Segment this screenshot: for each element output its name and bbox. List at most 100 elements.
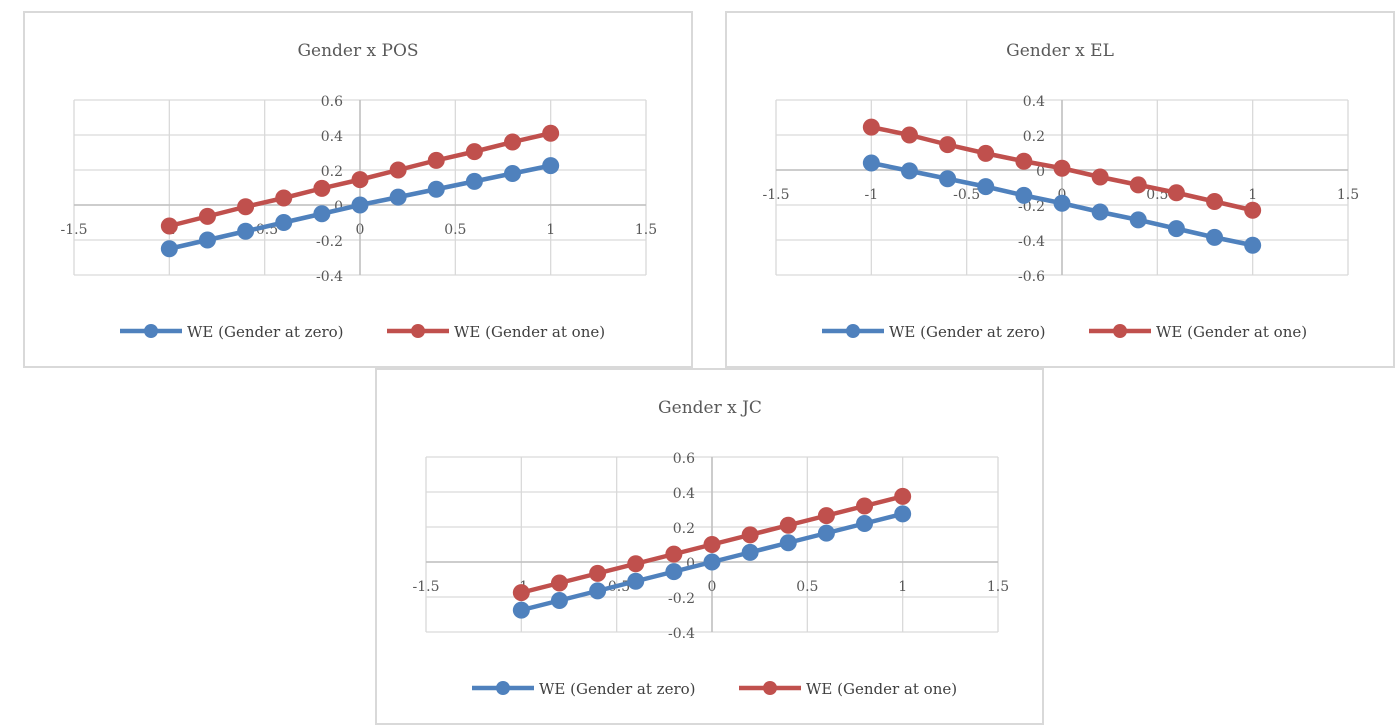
y-tick-label: -0.4 [316, 269, 343, 285]
data-point [703, 536, 721, 553]
data-point [1244, 236, 1262, 254]
legend: WE (Gender at zero) WE (Gender at one) [120, 323, 605, 341]
data-point [1053, 194, 1071, 212]
data-point [1015, 186, 1033, 204]
legend-label: WE (Gender at zero) [539, 680, 696, 698]
data-point [550, 574, 568, 592]
data-point [1091, 168, 1109, 186]
x-tick-label: 1.5 [987, 579, 1009, 595]
legend-item: WE (Gender at one) [1089, 323, 1307, 341]
legend-label: WE (Gender at one) [1156, 323, 1307, 341]
data-point [862, 118, 880, 136]
data-point [512, 584, 530, 602]
data-point [862, 154, 880, 172]
series-gender-at-zero [512, 505, 912, 619]
data-point [1053, 159, 1071, 177]
data-point [504, 165, 522, 182]
chart-title: Gender x JC [658, 398, 762, 418]
data-point [465, 143, 483, 161]
data-point [703, 553, 721, 571]
x-tick-label: 1.5 [635, 222, 657, 238]
data-point [1091, 203, 1109, 221]
legend-item: WE (Gender at zero) [120, 323, 344, 341]
data-point [275, 214, 293, 231]
x-tick-label: -1.5 [763, 187, 790, 203]
data-point [939, 136, 957, 154]
y-tick-label: -0.2 [316, 234, 343, 250]
x-tick-label: 1 [1248, 187, 1257, 203]
data-point [627, 572, 645, 590]
legend-swatch-marker [144, 324, 158, 338]
data-point [198, 207, 216, 225]
x-tick-label: -0.5 [953, 187, 980, 203]
data-point [665, 563, 683, 581]
data-point [1206, 193, 1224, 210]
y-tick-label: -0.2 [668, 591, 695, 607]
y-tick-label: 0 [1036, 164, 1045, 180]
data-point [741, 543, 759, 561]
y-tick-label: 0 [334, 199, 343, 215]
y-tick-label: 0.2 [1023, 129, 1045, 145]
legend-swatch-marker [1113, 324, 1127, 338]
chart-jc: Gender x JC -1.5-1-0.500.511.5-0.4-0.200… [413, 398, 1010, 698]
data-point [779, 516, 797, 534]
data-point [741, 526, 759, 544]
data-point [313, 179, 331, 197]
data-point [627, 555, 645, 573]
y-tick-label: -0.6 [1018, 269, 1045, 285]
data-point [856, 497, 874, 515]
y-tick-labels: -0.4 -0.2 0 0.2 0.4 0.6 [316, 94, 343, 285]
legend-swatch-marker [763, 681, 777, 695]
data-point [237, 198, 255, 216]
chart-panel-jc: Gender x JC -1.5-1-0.500.511.5-0.4-0.200… [375, 368, 1044, 725]
data-point [351, 171, 369, 189]
legend-swatch-marker [496, 681, 510, 695]
data-point [427, 151, 445, 169]
data-point [977, 178, 995, 196]
data-point [160, 217, 178, 235]
legend-item: WE (Gender at zero) [472, 680, 696, 698]
y-tick-label: -0.4 [668, 626, 695, 642]
chart-panel-pos: Gender x POS -1.5-1-0.500.511.5 -0.4 -0.2 0… [23, 11, 693, 368]
data-point [313, 205, 331, 223]
y-tick-label: 0.6 [673, 451, 695, 467]
legend: WE (Gender at zero) WE (Gender at one) [472, 680, 957, 698]
data-point [779, 534, 797, 552]
x-tick-labels: -1.5-1-0.500.511.5 [61, 222, 658, 238]
data-point [817, 524, 835, 542]
y-tick-label: 0.2 [673, 521, 695, 537]
x-tick-label: -1 [865, 187, 879, 203]
data-point [665, 545, 683, 563]
data-point [542, 157, 560, 175]
data-point [542, 124, 560, 142]
data-point [1167, 184, 1185, 202]
y-tick-label: 0.4 [321, 129, 343, 145]
legend-label: WE (Gender at one) [454, 323, 605, 341]
legend-item: WE (Gender at one) [739, 680, 957, 698]
data-point [894, 487, 912, 505]
data-point [198, 231, 216, 249]
chart-title: Gender x POS [297, 41, 418, 61]
data-point [237, 222, 255, 240]
x-tick-label: -1.5 [413, 579, 440, 595]
data-point [589, 564, 607, 582]
legend-swatch-marker [846, 324, 860, 338]
legend-swatch-marker [411, 324, 425, 338]
data-point [1244, 201, 1262, 219]
y-tick-label: 0.2 [321, 164, 343, 180]
x-tick-label: 0 [708, 579, 717, 595]
x-tick-label: 1.5 [1337, 187, 1359, 203]
x-tick-label: -1.5 [61, 222, 88, 238]
chart-title: Gender x EL [1006, 41, 1114, 61]
data-point [894, 505, 912, 523]
data-point [550, 592, 568, 609]
data-point [275, 189, 293, 207]
data-point [1167, 220, 1185, 238]
data-point [465, 172, 483, 190]
y-tick-label: 0.4 [1023, 94, 1045, 110]
y-tick-label: -0.4 [1018, 234, 1045, 250]
data-point [389, 188, 407, 206]
data-point [1206, 228, 1224, 246]
series-gender-at-zero [160, 157, 560, 258]
legend-item: WE (Gender at one) [387, 323, 605, 341]
